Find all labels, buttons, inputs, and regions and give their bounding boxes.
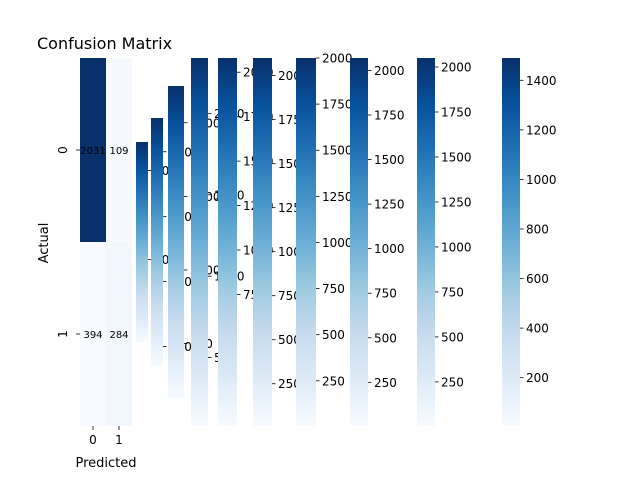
heatmap-cell-0-0 xyxy=(80,58,106,242)
x-tick-label-0: 0 xyxy=(89,433,97,447)
chart-title: Confusion Matrix xyxy=(37,34,172,53)
heatmap-cell-label-1-1: 284 xyxy=(109,330,128,341)
colorbar-3 xyxy=(191,58,208,426)
heatmap-cell-0-1 xyxy=(106,58,132,242)
colorbar-9 xyxy=(502,58,520,426)
colorbar-5-tick-label-250: 250 xyxy=(278,377,301,391)
colorbar-5 xyxy=(253,58,272,426)
colorbar-7-tick-label-1500: 1500 xyxy=(374,153,405,167)
colorbar-6-tick-label-1000: 1000 xyxy=(322,236,353,250)
colorbar-6-tick-label-750: 750 xyxy=(322,282,345,296)
colorbar-8-tick-label-1500: 1500 xyxy=(441,150,472,164)
colorbar-8-tick-label-1000: 1000 xyxy=(441,240,472,254)
colorbar-9-tick-label-1200: 1200 xyxy=(526,123,557,137)
colorbar-9-tick-label-1000: 1000 xyxy=(526,173,557,187)
colorbar-9-tick-label-400: 400 xyxy=(526,322,549,336)
colorbar-6-tick-label-1500: 1500 xyxy=(322,144,353,158)
heatmap-cell-1-0 xyxy=(80,242,106,426)
colorbar-5-tick-label-750: 750 xyxy=(278,289,301,303)
colorbar-6-tick-label-1750: 1750 xyxy=(322,98,353,112)
colorbar-7-tick-label-500: 500 xyxy=(374,331,397,345)
heatmap-cell-label-0-0: 2031 xyxy=(80,146,105,157)
colorbar-8-tick-label-500: 500 xyxy=(441,330,464,344)
colorbar-4 xyxy=(218,58,237,426)
x-axis-label: Predicted xyxy=(75,456,136,471)
colorbar-6-tick-label-2000: 2000 xyxy=(322,52,353,66)
colorbar-8 xyxy=(417,58,435,426)
colorbar-8-tick-label-2000: 2000 xyxy=(441,60,472,74)
colorbar-7-tick-label-750: 750 xyxy=(374,287,397,301)
colorbar-9-tick-label-200: 200 xyxy=(526,371,549,385)
y-tick-label-0: 0 xyxy=(56,146,70,154)
colorbar-2 xyxy=(168,86,184,398)
colorbar-5-tick-label-500: 500 xyxy=(278,333,301,347)
heatmap-grid: 2031 109 394 284 0 1 0 1 xyxy=(56,58,132,447)
colorbar-7-tick-label-1250: 1250 xyxy=(374,198,405,212)
colorbar-6-tick-label-250: 250 xyxy=(322,374,345,388)
y-tick-label-1: 1 xyxy=(56,330,70,338)
colorbar-9-tick-label-600: 600 xyxy=(526,272,549,286)
colorbar-0 xyxy=(136,142,148,343)
heatmap-cell-1-1 xyxy=(106,242,132,426)
colorbar-8-tick-label-1250: 1250 xyxy=(441,195,472,209)
colorbar-8-tick-label-750: 750 xyxy=(441,285,464,299)
x-tick-label-1: 1 xyxy=(115,433,123,447)
colorbar-6 xyxy=(296,58,316,426)
colorbar-7-tick-label-250: 250 xyxy=(374,376,397,390)
colorbar-7 xyxy=(350,58,368,426)
colorbar-stack: 500 1000 500 1000 1500 2000 500 1000 1500 2000 500… xyxy=(136,52,557,426)
colorbar-7-tick-label-1000: 1000 xyxy=(374,242,405,256)
colorbar-8-tick-label-1750: 1750 xyxy=(441,105,472,119)
colorbar-1 xyxy=(151,118,163,366)
colorbar-6-tick-label-500: 500 xyxy=(322,328,345,342)
colorbar-9-tick-label-800: 800 xyxy=(526,222,549,236)
colorbar-8-tick-label-250: 250 xyxy=(441,375,464,389)
colorbar-9-tick-label-1400: 1400 xyxy=(526,74,557,88)
colorbar-7-tick-label-2000: 2000 xyxy=(374,64,405,78)
heatmap-cell-label-1-0: 394 xyxy=(83,330,102,341)
colorbar-7-tick-label-1750: 1750 xyxy=(374,109,405,123)
y-axis-label: Actual xyxy=(37,223,52,264)
colorbar-6-tick-label-1250: 1250 xyxy=(322,190,353,204)
heatmap-cell-label-0-1: 109 xyxy=(109,146,128,157)
